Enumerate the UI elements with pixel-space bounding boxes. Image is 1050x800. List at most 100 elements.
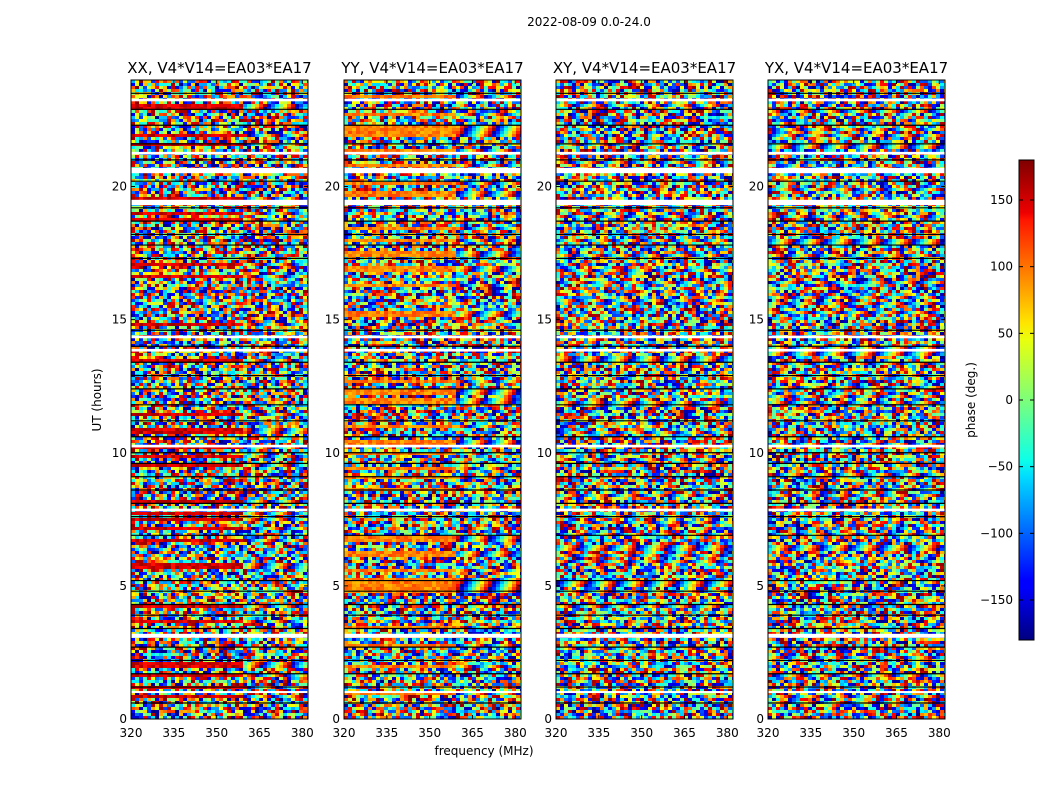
heatmap-cell xyxy=(203,101,207,104)
heatmap-cell xyxy=(159,101,163,104)
heatmap-cell xyxy=(275,227,279,230)
heatmap-cell xyxy=(239,116,243,119)
heatmap-cell xyxy=(191,242,195,245)
heatmap-cell xyxy=(251,245,255,248)
heatmap-cell xyxy=(143,263,147,266)
heatmap-cell xyxy=(223,128,227,131)
heatmap-cell xyxy=(171,107,175,110)
heatmap-cell xyxy=(267,365,271,368)
heatmap-cell xyxy=(271,215,275,218)
heatmap-cell xyxy=(179,395,183,398)
heatmap-cell xyxy=(203,131,207,134)
heatmap-cell xyxy=(255,113,259,116)
heatmap-cell xyxy=(215,122,219,125)
heatmap-cell xyxy=(183,344,187,347)
heatmap-cell xyxy=(299,266,303,269)
heatmap-cell xyxy=(219,197,223,200)
heatmap-cell xyxy=(295,161,299,164)
heatmap-cell xyxy=(243,317,247,320)
heatmap-cell xyxy=(227,125,231,128)
heatmap-cell xyxy=(283,104,287,107)
heatmap-cell xyxy=(167,368,171,371)
heatmap-cell xyxy=(167,110,171,113)
heatmap-cell xyxy=(283,230,287,233)
heatmap-cell xyxy=(215,275,219,278)
heatmap-cell xyxy=(223,125,227,128)
heatmap-cell xyxy=(263,293,267,296)
heatmap-cell xyxy=(211,293,215,296)
heatmap-cell xyxy=(151,365,155,368)
heatmap-cell xyxy=(255,377,259,380)
heatmap-cell xyxy=(279,209,283,212)
heatmap-cell xyxy=(287,218,291,221)
heatmap-cell xyxy=(291,245,295,248)
heatmap-cell xyxy=(259,236,263,239)
heatmap-cell xyxy=(271,131,275,134)
heatmap-cell xyxy=(167,131,171,134)
heatmap-cell xyxy=(211,275,215,278)
heatmap-cell xyxy=(231,407,235,410)
heatmap-cell xyxy=(231,365,235,368)
heatmap-cell xyxy=(239,89,243,92)
heatmap-cell xyxy=(275,383,279,386)
heatmap-cell xyxy=(275,272,279,275)
heatmap-cell xyxy=(159,209,163,212)
heatmap-cell xyxy=(199,389,203,392)
heatmap-cell xyxy=(191,359,195,362)
heatmap-cell xyxy=(203,368,207,371)
heatmap-cell xyxy=(243,386,247,389)
heatmap-cell xyxy=(195,353,199,356)
heatmap-cell xyxy=(279,359,283,362)
heatmap-cell xyxy=(287,164,291,167)
heatmap-cell xyxy=(299,407,303,410)
heatmap-cell xyxy=(163,308,167,311)
heatmap-cell xyxy=(275,119,279,122)
heatmap-cell xyxy=(207,401,211,404)
heatmap-cell xyxy=(147,314,151,317)
heatmap-cell xyxy=(195,197,199,200)
heatmap-cell xyxy=(231,140,235,143)
heatmap-cell xyxy=(211,137,215,140)
heatmap-cell xyxy=(259,230,263,233)
heatmap-cell xyxy=(227,392,231,395)
heatmap-cell xyxy=(223,326,227,329)
heatmap-cell xyxy=(155,221,159,224)
heatmap-cell xyxy=(223,392,227,395)
heatmap-cell xyxy=(183,80,187,83)
heatmap-cell xyxy=(299,410,303,413)
heatmap-cell xyxy=(283,299,287,302)
heatmap-cell xyxy=(231,101,235,104)
heatmap-cell xyxy=(275,146,279,149)
heatmap-cell xyxy=(275,380,279,383)
heatmap-cell xyxy=(147,293,151,296)
heatmap-cell xyxy=(223,83,227,86)
heatmap-cell xyxy=(291,230,295,233)
heatmap-cell xyxy=(251,143,255,146)
heatmap-cell xyxy=(195,371,199,374)
heatmap-cell xyxy=(215,212,219,215)
heatmap-cell xyxy=(223,383,227,386)
heatmap-cell xyxy=(247,251,251,254)
heatmap-cell xyxy=(267,191,271,194)
heatmap-cell xyxy=(135,134,139,137)
heatmap-cell xyxy=(235,101,239,104)
heatmap-cell xyxy=(287,380,291,383)
heatmap-cell xyxy=(271,359,275,362)
heatmap-cell xyxy=(227,398,231,401)
heatmap-cell xyxy=(283,287,287,290)
heatmap-cell xyxy=(243,134,247,137)
heatmap-cell xyxy=(267,86,271,89)
heatmap-cell xyxy=(143,182,147,185)
heatmap-cell xyxy=(151,401,155,404)
heatmap-cell xyxy=(283,128,287,131)
heatmap-cell xyxy=(211,314,215,317)
heatmap-cell xyxy=(203,164,207,167)
heatmap-cell xyxy=(295,137,299,140)
heatmap-cell xyxy=(199,407,203,410)
heatmap-cell xyxy=(279,314,283,317)
heatmap-cell xyxy=(131,173,135,176)
heatmap-cell xyxy=(155,320,159,323)
heatmap-cell xyxy=(295,371,299,374)
heatmap-cell xyxy=(295,143,299,146)
heatmap-cell xyxy=(239,269,243,272)
